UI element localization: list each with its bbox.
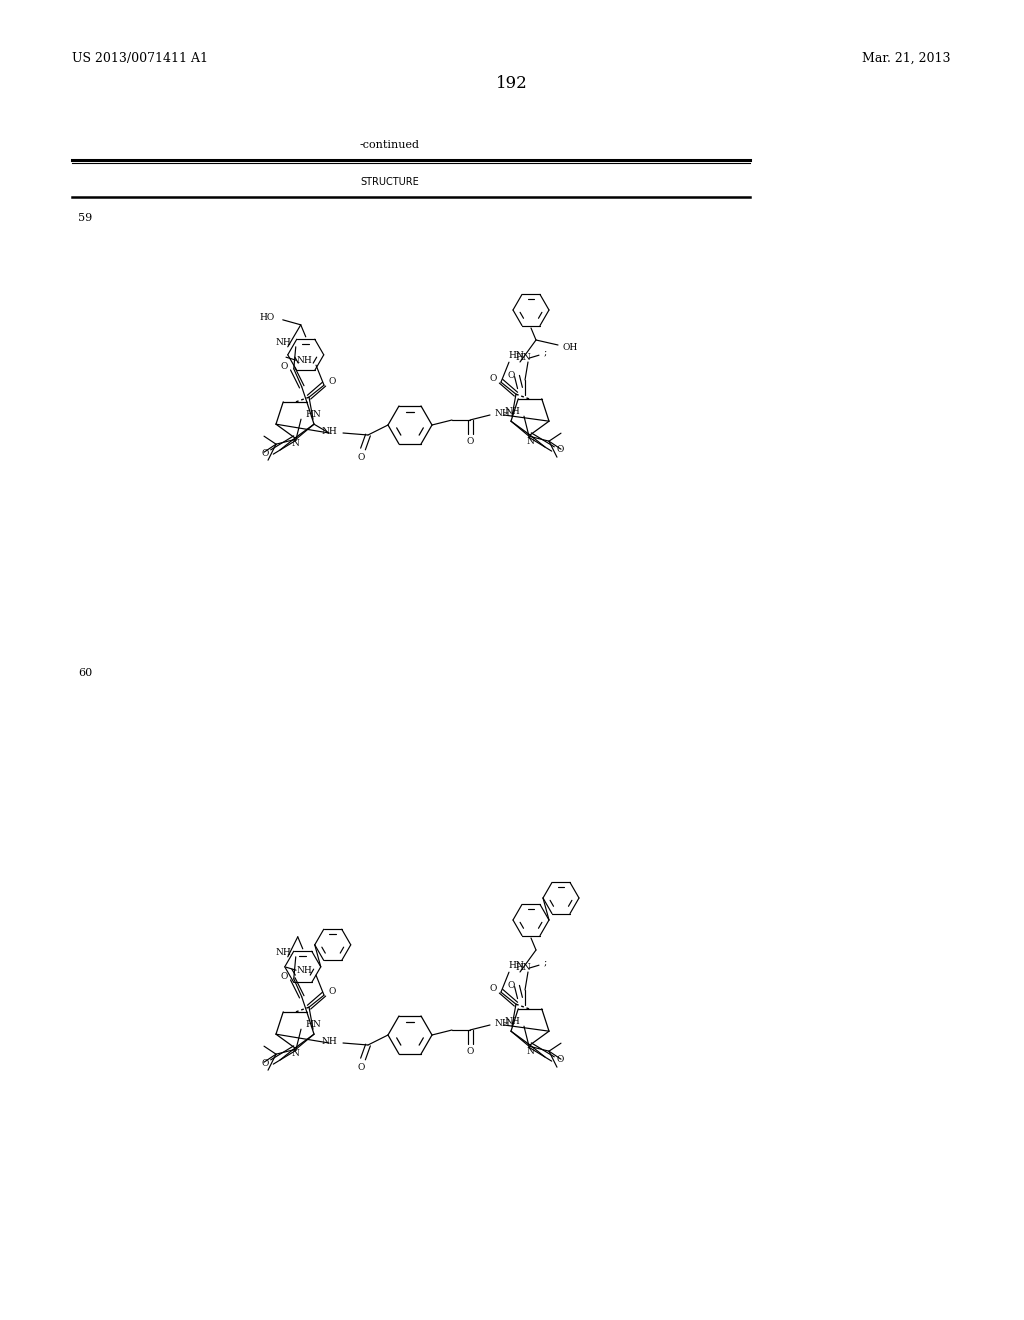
Text: 60: 60 xyxy=(78,668,92,678)
Text: HN: HN xyxy=(508,351,524,360)
Text: NH: NH xyxy=(495,1019,510,1028)
Text: O: O xyxy=(489,374,497,383)
Text: ;: ; xyxy=(544,347,547,356)
Text: HO: HO xyxy=(259,313,274,322)
Text: NH: NH xyxy=(504,407,520,416)
Text: O: O xyxy=(489,983,497,993)
Text: O: O xyxy=(261,1059,268,1068)
Text: ;: ; xyxy=(544,958,547,966)
Text: N: N xyxy=(291,440,299,449)
Text: Mar. 21, 2013: Mar. 21, 2013 xyxy=(861,51,950,65)
Text: HN: HN xyxy=(508,961,524,970)
Text: O: O xyxy=(556,446,563,454)
Text: HN: HN xyxy=(515,352,530,362)
Text: NH: NH xyxy=(322,428,337,437)
Text: NH: NH xyxy=(322,1038,337,1047)
Text: N: N xyxy=(526,437,534,446)
Text: O: O xyxy=(357,1063,365,1072)
Text: NH: NH xyxy=(296,355,312,364)
Text: US 2013/0071411 A1: US 2013/0071411 A1 xyxy=(72,51,208,65)
Text: NH: NH xyxy=(296,966,312,974)
Text: N: N xyxy=(526,1047,534,1056)
Text: O: O xyxy=(507,981,515,990)
Text: -continued: -continued xyxy=(360,140,420,150)
Text: HN: HN xyxy=(515,962,530,972)
Text: NH: NH xyxy=(275,948,292,957)
Text: O: O xyxy=(261,449,268,458)
Text: HN: HN xyxy=(305,1019,321,1028)
Text: O: O xyxy=(507,371,515,380)
Text: 192: 192 xyxy=(496,75,528,92)
Text: O: O xyxy=(281,973,288,981)
Text: O: O xyxy=(357,453,365,462)
Text: NH: NH xyxy=(504,1016,520,1026)
Text: NH: NH xyxy=(495,409,510,418)
Text: N: N xyxy=(291,1049,299,1059)
Text: HN: HN xyxy=(305,409,321,418)
Text: STRUCTURE: STRUCTURE xyxy=(360,177,420,187)
Text: 59: 59 xyxy=(78,213,92,223)
Text: O: O xyxy=(329,986,336,995)
Text: OH: OH xyxy=(562,342,578,351)
Text: O: O xyxy=(281,362,288,371)
Text: O: O xyxy=(466,437,474,446)
Text: NH: NH xyxy=(275,338,292,347)
Text: O: O xyxy=(556,1056,563,1064)
Text: O: O xyxy=(329,376,336,385)
Text: O: O xyxy=(466,1048,474,1056)
